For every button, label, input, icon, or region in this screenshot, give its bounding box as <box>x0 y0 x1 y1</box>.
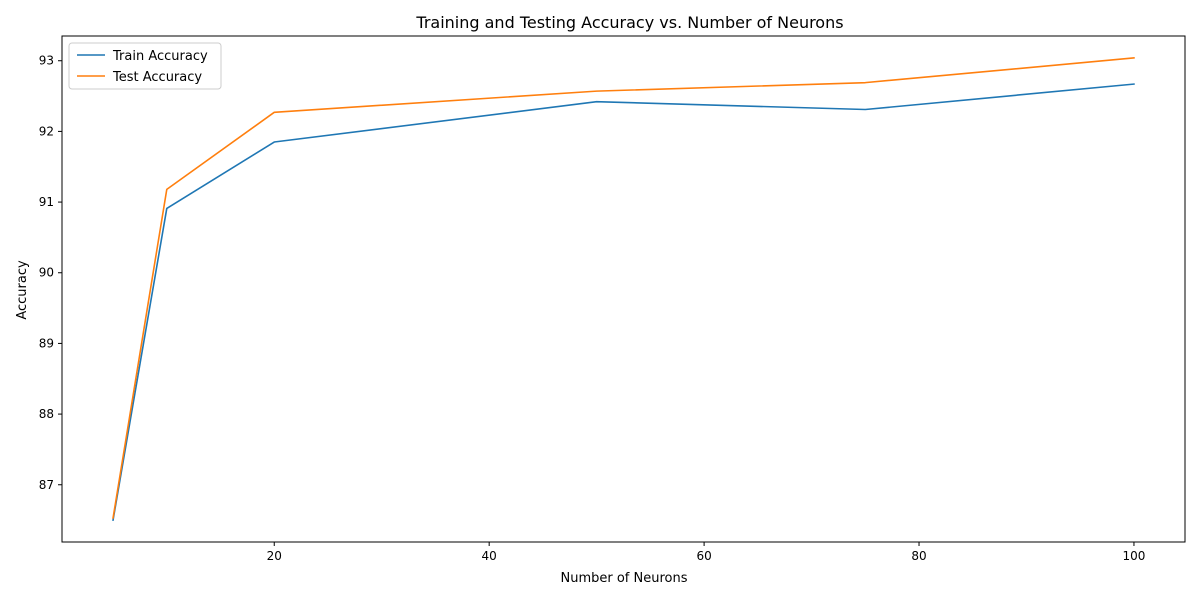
x-tick-label: 60 <box>696 549 711 563</box>
y-tick-label: 90 <box>39 266 54 280</box>
chart-title: Training and Testing Accuracy vs. Number… <box>415 13 843 32</box>
y-tick-label: 88 <box>39 407 54 421</box>
x-tick-label: 100 <box>1123 549 1146 563</box>
y-tick-label: 89 <box>39 336 54 350</box>
x-tick-label: 20 <box>267 549 282 563</box>
legend-label: Test Accuracy <box>112 70 202 85</box>
y-axis-label: Accuracy <box>15 260 30 320</box>
x-tick-label: 40 <box>482 549 497 563</box>
series-line-test-accuracy <box>112 57 1135 519</box>
legend-label: Train Accuracy <box>112 49 208 64</box>
series-line-train-accuracy <box>112 83 1135 522</box>
y-tick-label: 87 <box>39 478 54 492</box>
x-axis-label: Number of Neurons <box>560 571 687 586</box>
y-tick-label: 92 <box>39 124 54 138</box>
y-tick-label: 91 <box>39 195 54 209</box>
axes-frame <box>61 35 1186 543</box>
x-tick-label: 80 <box>911 549 926 563</box>
legend-box <box>68 42 222 90</box>
y-tick-label: 93 <box>39 54 54 68</box>
legend: Train Accuracy Test Accuracy <box>68 42 222 90</box>
